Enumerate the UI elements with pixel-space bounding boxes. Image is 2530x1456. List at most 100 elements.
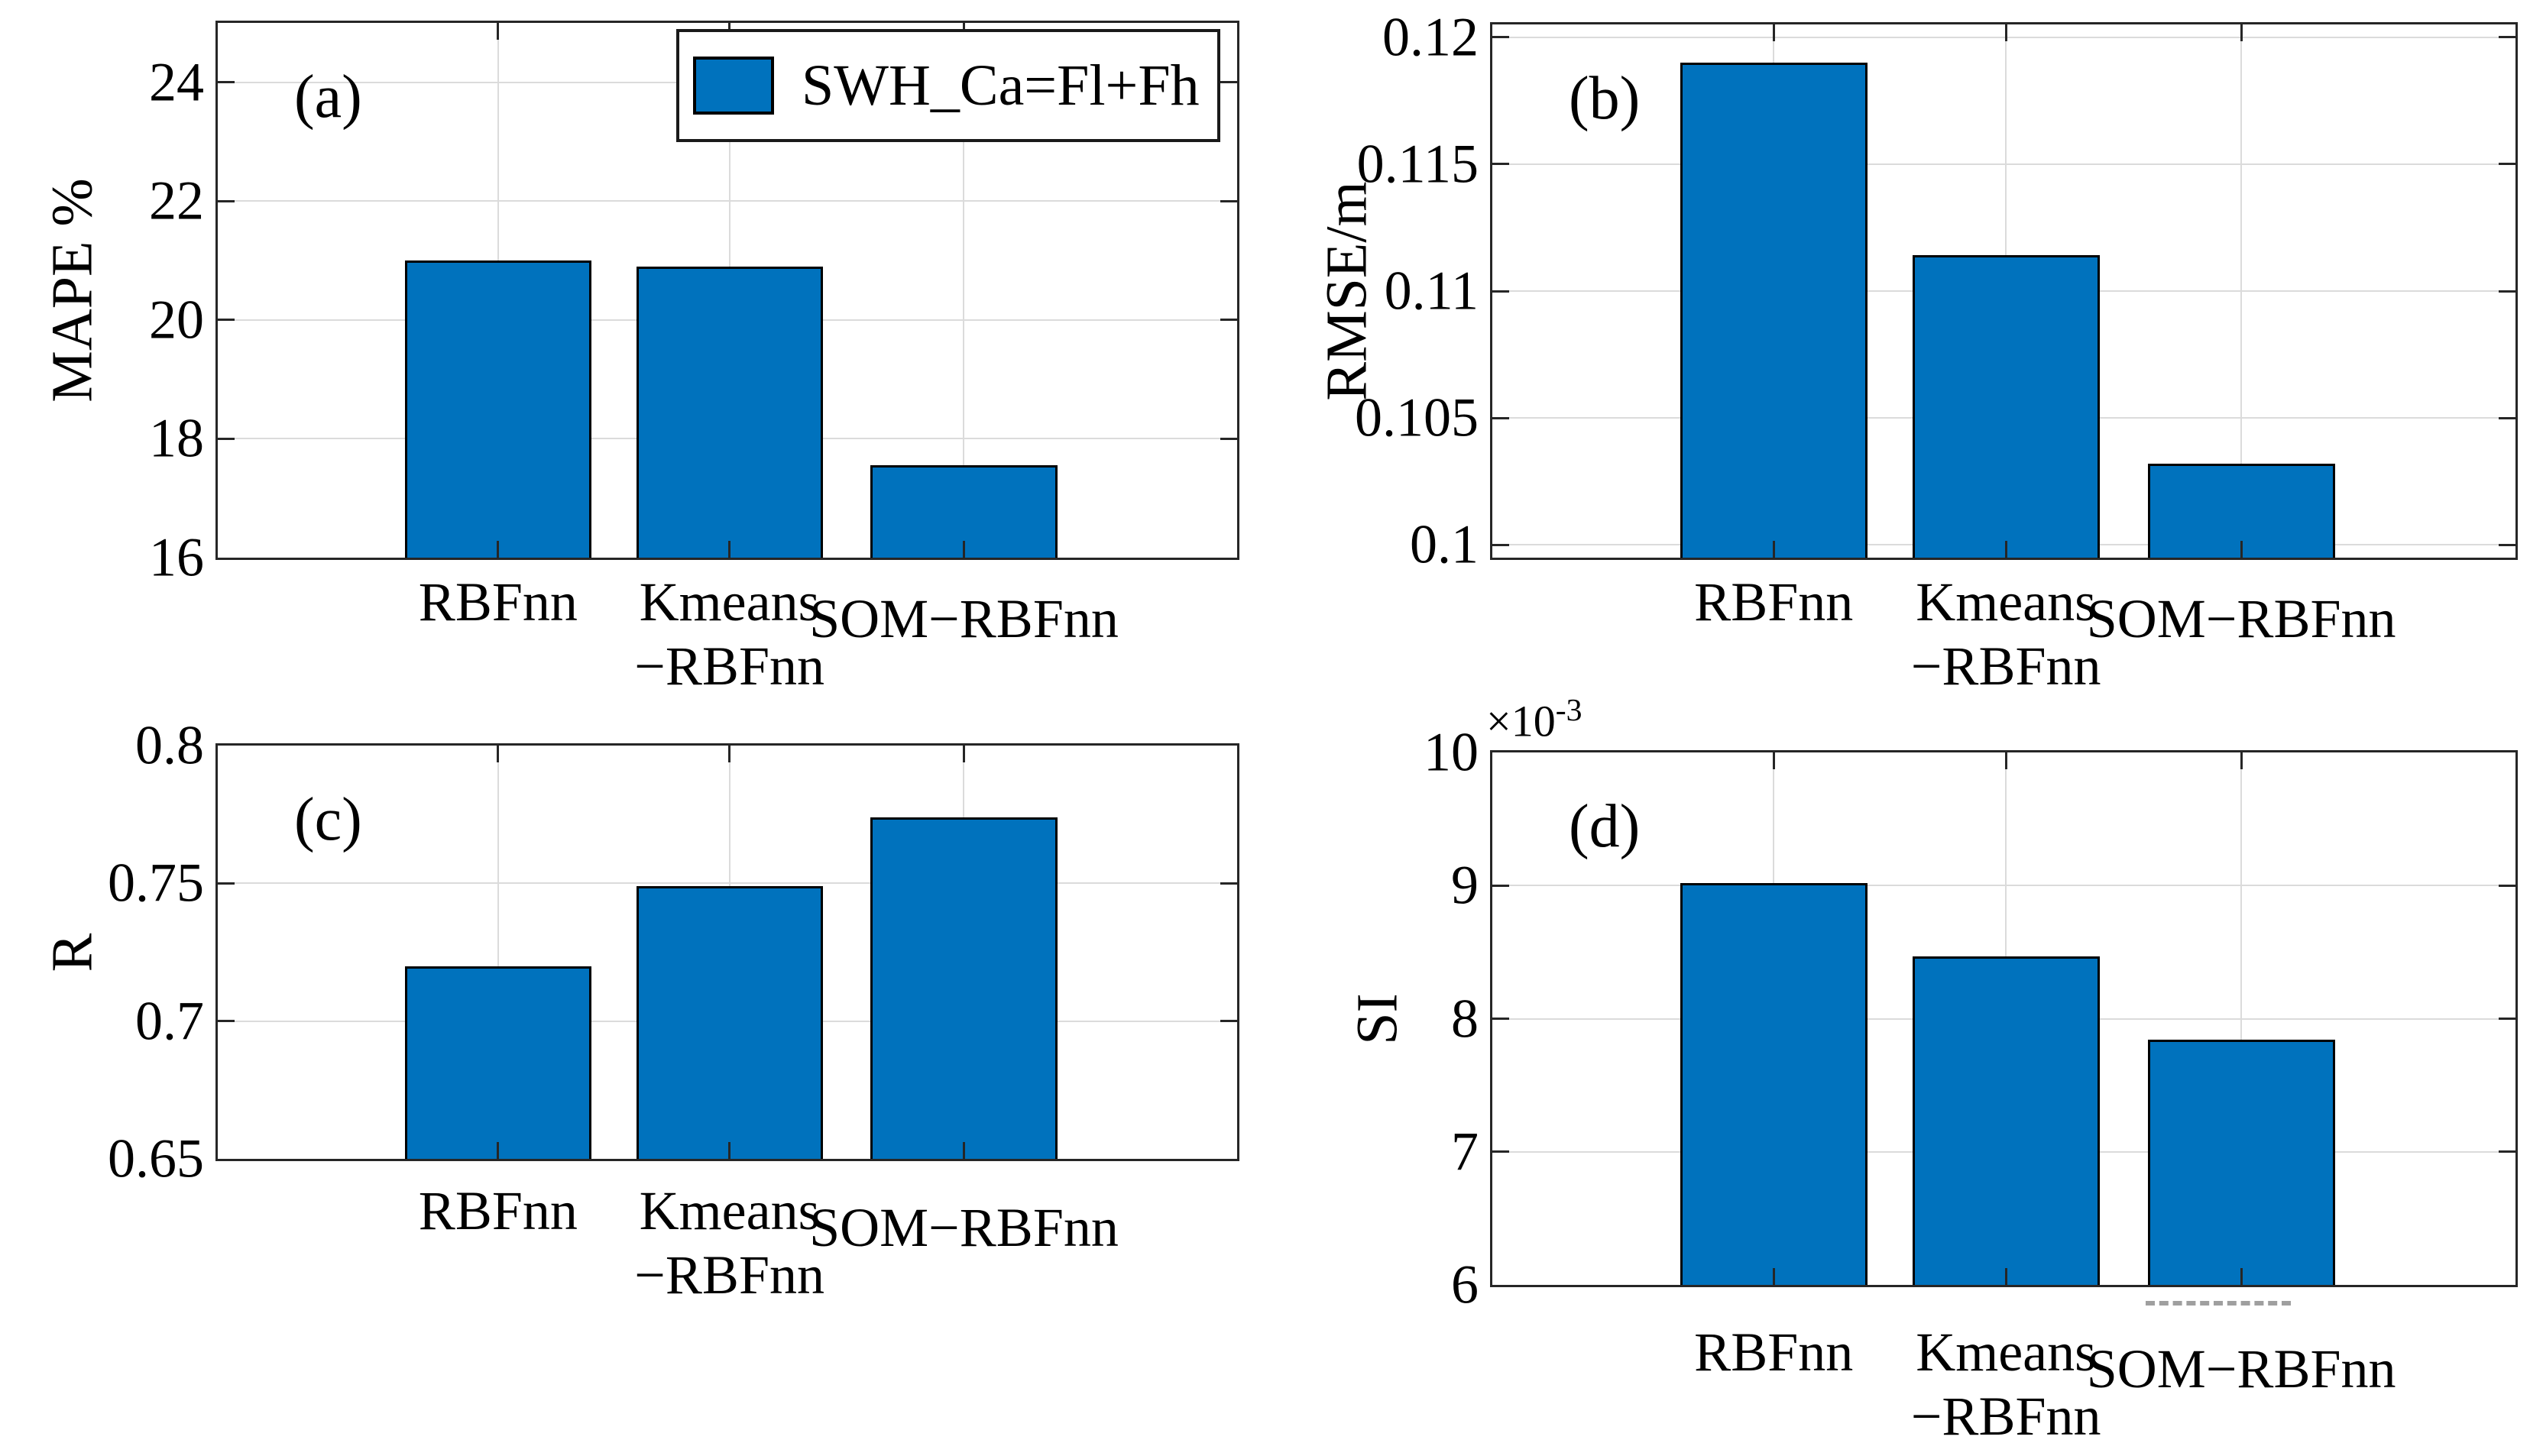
bar-RBFnn: [1680, 882, 1868, 1285]
y-tick-right: [1220, 1020, 1237, 1023]
panel-a-y-axis-label: MAPE %: [40, 178, 105, 403]
y-tick-label: 0.65: [108, 1128, 204, 1189]
y-tick-right: [2499, 416, 2515, 419]
y-tick-label: 0.105: [1355, 387, 1479, 448]
bar-Kmeans−RBFnn: [636, 885, 823, 1159]
x-tick-top: [2240, 752, 2243, 769]
panel-b-plot-area: (b) RMSE/m 0.1 0.105 0.11 0.115 0.12 RBFnn Kme…: [1315, 6, 2518, 697]
x-tick-label: RBFnn: [418, 1180, 578, 1241]
bar-SOM−RBFnn: [870, 817, 1058, 1159]
x-gridline: [2240, 752, 2243, 1285]
y-axis-multiplier-exponent: -3: [1555, 692, 1582, 728]
x-tick-top: [1772, 24, 1775, 41]
x-tick-bottom: [1772, 1268, 1775, 1285]
y-tick-left: [218, 882, 235, 885]
x-tick-top: [2004, 24, 2007, 41]
y-tick-right: [2499, 163, 2515, 166]
y-tick-right: [1220, 437, 1237, 440]
x-tick-label: Kmeans −RBFnn: [1910, 1322, 2101, 1448]
y-tick-label: 0.11: [1384, 260, 1479, 322]
bar-RBFnn: [1680, 62, 1868, 558]
y-tick-label: 0.75: [108, 852, 204, 914]
legend-color-swatch: [693, 57, 774, 115]
y-tick-label: 16: [149, 526, 204, 588]
panel-d-letter: (d): [1569, 793, 1641, 860]
panel-c-y-axis-label: R: [40, 933, 105, 972]
y-tick-label: 20: [149, 289, 204, 351]
panel-c-letter: (c): [294, 786, 362, 853]
x-gridline: [2240, 24, 2243, 558]
x-tick-top: [497, 23, 500, 40]
y-tick-left: [218, 437, 235, 440]
y-tick-left: [1492, 290, 1509, 293]
x-tick-label: Kmeans −RBFnn: [634, 1180, 825, 1306]
x-tick-bottom: [2240, 541, 2243, 558]
y-tick-right: [2499, 36, 2515, 39]
x-tick-bottom: [1772, 541, 1775, 558]
x-tick-bottom: [497, 1142, 500, 1159]
y-tick-right: [1220, 81, 1237, 84]
y-tick-label: 24: [149, 51, 204, 113]
x-tick-label: RBFnn: [418, 571, 578, 633]
panel-a-plot-area: (a) MAPE % SWH_Ca=Fl+Fh 16 18 20 22 24 RBFnn K…: [40, 21, 1239, 697]
x-tick-bottom: [728, 541, 731, 558]
y-tick-label: 8: [1451, 988, 1479, 1049]
y-tick-left: [1492, 543, 1509, 546]
y-tick-label: 9: [1451, 854, 1479, 916]
x-tick-label: SOM−RBFnn: [809, 588, 1119, 649]
legend-box: SWH_Ca=Fl+Fh: [676, 29, 1220, 142]
y-tick-right: [1220, 882, 1237, 885]
y-tick-left: [218, 1020, 235, 1023]
x-tick-label: RBFnn: [1694, 571, 1854, 633]
y-tick-label: 6: [1451, 1254, 1479, 1315]
y-tick-label: 22: [149, 170, 204, 231]
y-tick-label: 7: [1451, 1121, 1479, 1183]
y-tick-right: [2499, 543, 2515, 546]
x-tick-bottom: [728, 1142, 731, 1159]
x-tick-bottom: [497, 541, 500, 558]
panel-d-plot-area: (d) SI ×10-3 6 7 8 9 10 RBFnn Kmeans −RBFnn SOM−…: [1346, 693, 2518, 1447]
y-gridline: [218, 882, 1237, 885]
y-tick-label: 10: [1424, 721, 1479, 783]
y-axis-multiplier-base: ×10: [1486, 696, 1556, 746]
bar-Kmeans−RBFnn: [1912, 255, 2100, 558]
x-tick-top: [1772, 752, 1775, 769]
y-tick-label: 0.7: [135, 990, 204, 1052]
x-tick-bottom: [2240, 1268, 2243, 1285]
x-tick-bottom: [962, 1142, 965, 1159]
y-tick-left: [1492, 884, 1509, 887]
y-tick-right: [1220, 319, 1237, 322]
panel-a-letter: (a): [294, 63, 362, 131]
y-tick-right: [2499, 290, 2515, 293]
x-tick-top: [728, 746, 731, 762]
y-tick-left: [1492, 1150, 1509, 1153]
y-gridline: [218, 200, 1237, 202]
x-tick-top: [2004, 752, 2007, 769]
y-tick-label: 0.8: [135, 714, 204, 776]
x-tick-bottom: [962, 541, 965, 558]
y-gridline: [1492, 36, 2515, 38]
x-tick-top: [962, 746, 965, 762]
legend-series-label: SWH_Ca=Fl+Fh: [802, 53, 1200, 118]
panel-b-y-axis-label: RMSE/m: [1314, 181, 1379, 401]
y-tick-label: 0.12: [1382, 6, 1479, 68]
y-tick-left: [1492, 36, 1509, 39]
y-gridline: [1492, 885, 2515, 887]
y-tick-left: [218, 199, 235, 202]
y-tick-left: [218, 319, 235, 322]
x-tick-label: Kmeans −RBFnn: [1910, 571, 2101, 697]
panel-b-letter: (b): [1569, 65, 1641, 132]
bar-Kmeans−RBFnn: [1912, 956, 2100, 1285]
bar-RBFnn: [404, 966, 591, 1159]
y-tick-right: [1220, 199, 1237, 202]
y-tick-left: [218, 81, 235, 84]
y-gridline: [1492, 163, 2515, 165]
y-tick-label: 0.1: [1410, 513, 1479, 575]
y-tick-label: 18: [149, 407, 204, 469]
y-tick-left: [1492, 416, 1509, 419]
panel-d-y-axis-label: SI: [1345, 992, 1410, 1045]
bar-SOM−RBFnn: [2147, 1040, 2335, 1285]
x-tick-label: Kmeans −RBFnn: [634, 571, 825, 697]
bar-Kmeans−RBFnn: [636, 266, 823, 558]
x-tick-label: RBFnn: [1694, 1322, 1854, 1383]
